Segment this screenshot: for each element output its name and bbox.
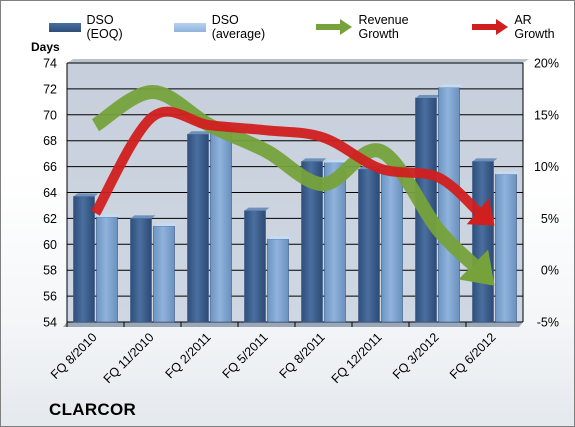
bar-dso-eoq [472,161,494,323]
y-axis-title: Days [31,40,60,54]
y-tick-label-left: 60 [43,238,57,252]
y-tick-label-left: 72 [43,82,57,96]
bar-dso-average [153,225,175,323]
legend-label-dso-eoq: DSO (EOQ) [86,13,123,41]
plot-floor [63,322,523,327]
x-tick-label: FQ 12/2011 [329,330,385,386]
bar-dso-eoq-top [415,94,441,98]
bar-dso-eoq-top [472,158,498,162]
x-tick-label: FQ 2/2011 [163,330,214,381]
bar-dso-average [267,238,289,323]
bar-dso-average-top [495,171,521,175]
legend-item-ar-growth: AR Growth [472,13,574,41]
x-tick-label: FQ 8/2010 [48,330,100,382]
y-tick-label-right: 5% [541,212,559,226]
x-tick-label: FQ 3/2012 [390,330,442,382]
x-tick-label: FQ 11/2010 [101,330,157,386]
y-tick-label-left: 64 [43,186,57,200]
y-tick-label-left: 56 [43,290,57,304]
bar-dso-average [210,128,232,323]
bar-dso-average-top [438,84,464,88]
plot-top-wall [67,59,529,63]
legend-arrow-ar-growth-icon [472,19,509,35]
bar-dso-eoq-top [301,158,327,162]
bar-dso-average [381,170,403,323]
company-name: CLARCOR [49,400,137,419]
y-tick-label-left: 70 [43,108,57,122]
legend-arrow-revenue-growth-icon [316,19,353,35]
y-tick-label-left: 58 [43,264,57,278]
bar-dso-average-top [324,159,350,163]
legend-item-dso-eoq: DSO (EOQ) [49,13,152,41]
bar-dso-average-top [267,236,293,240]
y-tick-label-right: 15% [534,108,559,122]
y-tick-label-left: 66 [43,160,57,174]
chart-legend: DSO (EOQ) DSO (average) Revenue Growth A… [49,13,574,41]
revenue-growth-arrowhead [458,249,495,286]
y-tick-label-left: 54 [43,316,57,330]
revenue-growth-line [91,85,479,270]
bar-dso-average-top [153,223,179,227]
legend-swatch-dso-average [174,22,206,32]
bar-dso-eoq [358,168,380,323]
bar-dso-average [96,216,118,323]
ar-growth-arrowhead [466,198,495,226]
bar-dso-eoq-top [130,215,156,219]
y-tick-label-left: 68 [43,134,57,148]
y-tick-label-right: 10% [534,160,559,174]
bar-dso-average [495,174,517,323]
y-tick-label-right: -5% [537,316,559,330]
bar-dso-eoq-top [73,193,99,197]
bar-dso-eoq [73,196,95,323]
bar-dso-average-top [96,214,122,218]
legend-label-revenue-growth: Revenue Growth [358,13,409,41]
bar-dso-eoq-top [244,207,270,211]
legend-swatch-dso-eoq [49,22,81,32]
bar-dso-eoq [187,133,209,323]
x-tick-label: FQ 8/2011 [277,330,328,381]
legend-item-dso-average: DSO (average) [174,13,294,41]
bar-dso-eoq [130,218,152,323]
y-tick-label-left: 74 [43,57,57,71]
legend-label-dso-average: DSO (average) [211,13,266,41]
y-tick-label-right: 0% [541,264,559,278]
x-tick-label: FQ 5/2011 [220,330,271,381]
bar-dso-eoq [244,210,266,323]
ar-growth-line [91,106,482,216]
bar-dso-eoq-top [187,131,213,135]
legend-label-ar-growth: AR Growth [514,13,555,41]
y-tick-label-right: 20% [534,57,559,71]
x-tick-label: FQ 6/2012 [447,330,499,382]
legend-item-revenue-growth: Revenue Growth [316,13,450,41]
bar-dso-average [438,87,460,323]
y-tick-label-left: 62 [43,212,57,226]
